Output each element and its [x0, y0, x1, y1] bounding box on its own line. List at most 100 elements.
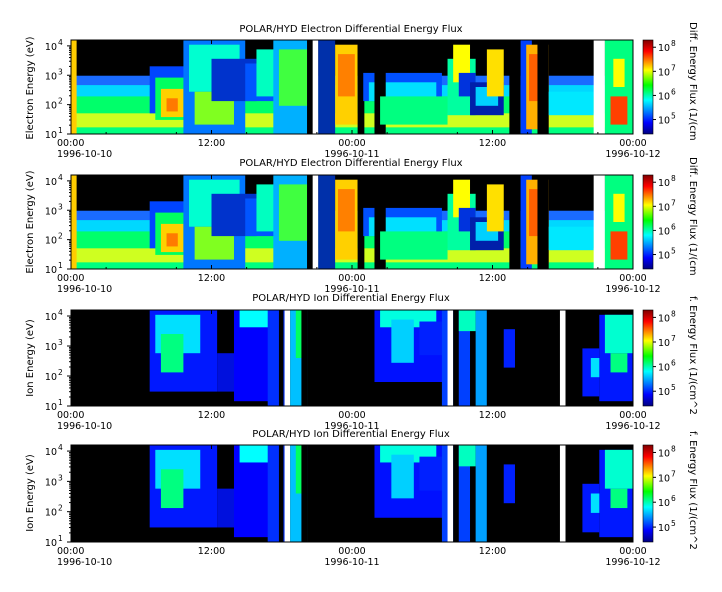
y-tick-exponent: 3	[58, 67, 63, 76]
spectrogram-cell	[71, 40, 77, 134]
spectrogram-area	[71, 445, 633, 542]
colorbar-tick-label: 10	[658, 363, 670, 374]
colorbar-label: Diff. Energy Flux (1/(cm	[687, 22, 698, 141]
panel-electron-1: POLAR/HYD Electron Differential Energy F…	[25, 22, 698, 160]
x-tick-label: 00:00	[338, 273, 365, 284]
colorbar-tick-label: 10	[658, 251, 670, 262]
spectrogram-cell	[458, 310, 476, 332]
y-tick-label: 10	[45, 538, 57, 549]
colorbar-gradient	[642, 444, 654, 543]
x-tick-label: 12:00	[198, 273, 225, 284]
panel-title: POLAR/HYD Electron Differential Energy F…	[239, 24, 462, 35]
spectrogram-cell	[458, 445, 476, 467]
spectrogram-cell	[278, 310, 284, 406]
spectrogram-cell	[312, 40, 319, 134]
colorbar-tick-label: 10	[658, 91, 670, 102]
x-tick-label: 00:00	[57, 273, 84, 284]
y-tick-label: 10	[45, 206, 57, 217]
y-tick-exponent: 4	[58, 308, 63, 317]
colorbar-label: Diff. Energy Flux (1/(cm	[687, 157, 698, 276]
x-tick-label: 00:00	[619, 273, 646, 284]
spectrogram-cell	[295, 310, 305, 358]
spectrogram-cell	[160, 469, 184, 509]
spectrogram-cell	[503, 329, 515, 368]
colorbar-tick-label: 10	[658, 43, 670, 54]
x-tick-label: 12:00	[479, 138, 506, 149]
y-tick-exponent: 3	[58, 202, 63, 211]
spectrogram-cell	[284, 310, 291, 406]
colorbar-gradient	[642, 174, 654, 270]
spectrogram-cell	[278, 49, 308, 106]
spectrogram-cell	[486, 310, 493, 406]
spectrogram-cell	[301, 445, 308, 542]
x-tick-label: 00:00	[57, 138, 84, 149]
spectrogram-cell	[295, 445, 305, 494]
panel-title: POLAR/HYD Ion Differential Energy Flux	[252, 429, 450, 440]
colorbar-tick-exponent: 5	[671, 519, 676, 528]
y-tick-exponent: 2	[58, 232, 63, 241]
spectrogram-area	[71, 40, 633, 134]
spectrogram-cell	[318, 175, 336, 269]
y-tick-exponent: 2	[58, 368, 63, 377]
x-tick-label: 12:00	[198, 138, 225, 149]
spectrogram-cell	[357, 40, 365, 134]
y-tick-label: 10	[45, 130, 57, 141]
spectrogram-cell	[284, 445, 291, 542]
spectrogram-cell	[610, 231, 628, 260]
y-tick-exponent: 1	[58, 534, 63, 543]
spectrogram-cell	[509, 40, 521, 134]
colorbar-tick-exponent: 7	[671, 469, 676, 478]
spectrogram-cell	[593, 40, 605, 134]
x-date-label: 1996-10-10	[57, 284, 112, 295]
spectrogram-cell	[486, 49, 504, 97]
spectrogram-cell	[391, 319, 414, 363]
panel-electron-2: POLAR/HYD Electron Differential Energy F…	[25, 157, 698, 295]
spectrogram-area	[71, 310, 633, 406]
spectrogram-cell	[520, 175, 532, 269]
colorbar-tick-exponent: 5	[671, 383, 676, 392]
x-date-label: 1996-10-12	[605, 149, 660, 160]
spectrogram-cell	[475, 445, 487, 542]
spectrogram-cell	[380, 96, 448, 125]
y-tick-exponent: 3	[58, 473, 63, 482]
spectrogram-cell	[613, 193, 625, 222]
spectrogram-cell	[318, 40, 336, 134]
y-tick-exponent: 1	[58, 398, 63, 407]
x-tick-label: 00:00	[57, 546, 84, 557]
spectrogram-cell	[565, 310, 572, 406]
colorbar-tick-label: 10	[658, 226, 670, 237]
x-tick-label: 12:00	[479, 273, 506, 284]
spectrogram-cell	[590, 493, 603, 513]
colorbar-tick-exponent: 8	[671, 39, 676, 48]
x-date-label: 1996-10-12	[605, 557, 660, 568]
y-tick-label: 10	[45, 372, 57, 383]
colorbar-tick-exponent: 7	[671, 198, 676, 207]
spectrogram-cell	[312, 175, 319, 269]
x-date-label: 1996-10-12	[605, 421, 660, 432]
x-date-label: 1996-10-10	[57, 149, 112, 160]
y-tick-label: 10	[45, 71, 57, 82]
spectrogram-cell	[301, 310, 308, 406]
colorbar-tick-label: 10	[658, 313, 670, 324]
colorbar-tick-label: 10	[658, 473, 670, 484]
spectrogram-cell	[559, 310, 566, 406]
panel-ion-2: POLAR/HYD Ion Differential Energy Flux I…	[25, 429, 698, 568]
spectrogram-cell	[610, 353, 628, 373]
x-date-label: 1996-10-11	[324, 421, 379, 432]
spectrogram-cell	[610, 488, 628, 509]
y-tick-exponent: 4	[58, 443, 63, 452]
y-axis-label: Electron Energy (eV)	[25, 36, 36, 139]
panel-title: POLAR/HYD Ion Differential Energy Flux	[252, 293, 450, 304]
colorbar-tick-exponent: 6	[671, 222, 676, 231]
spectrogram-cell	[374, 40, 386, 134]
x-tick-label: 00:00	[57, 410, 84, 421]
colorbar-tick-exponent: 5	[671, 247, 676, 256]
spectrogram-cell	[613, 58, 625, 87]
